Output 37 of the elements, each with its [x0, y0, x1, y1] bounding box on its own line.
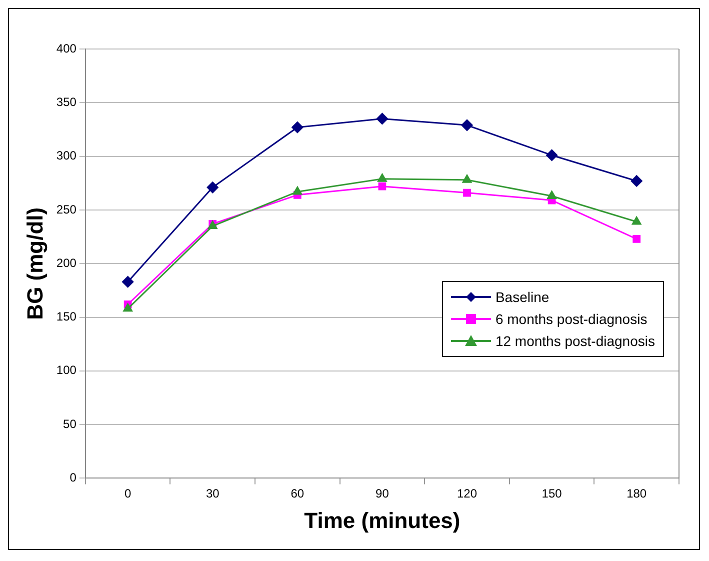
x-tick-label: 180 [626, 486, 647, 501]
y-tick-label: 150 [56, 310, 77, 324]
x-axis-title: Time (minutes) [304, 508, 460, 533]
point [547, 190, 556, 199]
legend-label: 12 months post-diagnosis [495, 332, 655, 349]
point [376, 112, 388, 124]
y-tick-label: 400 [56, 41, 77, 56]
y-tick-label: 350 [56, 94, 77, 109]
point [462, 174, 472, 183]
y-tick-label: 300 [56, 148, 77, 163]
point [630, 175, 642, 187]
point [123, 303, 132, 312]
point [378, 174, 387, 182]
point [461, 119, 473, 131]
point [122, 276, 134, 288]
point [632, 216, 642, 225]
y-tick-label: 200 [56, 256, 77, 270]
x-tick-label: 60 [290, 486, 304, 501]
y-axis-title: BG (mg/dl) [22, 207, 48, 320]
legend-label: 6 months post-diagnosis [495, 310, 648, 327]
point [463, 188, 471, 197]
y-tick-label: 100 [56, 363, 77, 378]
legend-label: Baseline [495, 288, 550, 305]
x-tick-label: 150 [542, 486, 562, 501]
point [292, 186, 302, 195]
x-tick-label: 30 [206, 486, 220, 501]
point [292, 122, 304, 134]
y-tick-label: 0 [70, 470, 77, 485]
y-tick-label: 50 [63, 416, 77, 431]
x-tick-label: 120 [456, 486, 478, 501]
x-tick-label: 90 [376, 486, 390, 501]
point [546, 149, 558, 161]
point [632, 234, 641, 243]
point [378, 182, 386, 190]
x-tick-label: 0 [124, 486, 132, 501]
y-tick-label: 250 [56, 202, 77, 216]
point [206, 182, 218, 194]
